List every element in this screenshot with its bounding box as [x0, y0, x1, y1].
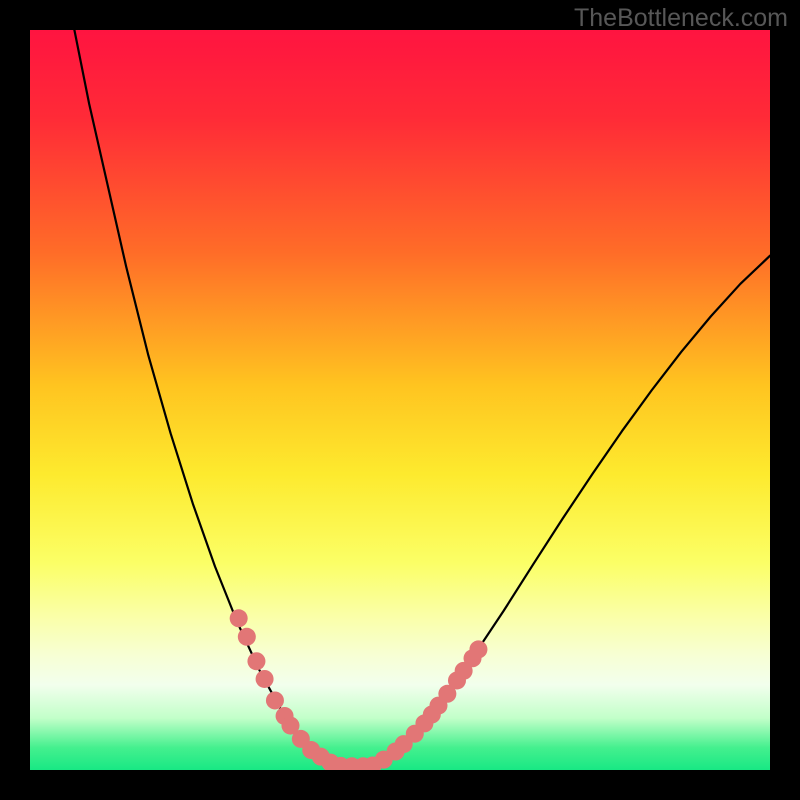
chart-viewport: [30, 30, 770, 770]
gradient-background: [30, 30, 770, 770]
watermark-text: TheBottleneck.com: [574, 4, 788, 33]
curve-marker: [469, 640, 487, 658]
curve-marker: [238, 628, 256, 646]
curve-marker: [247, 652, 265, 670]
curve-marker: [230, 609, 248, 627]
curve-marker: [256, 670, 274, 688]
bottleneck-curve-chart: [30, 30, 770, 770]
curve-marker: [266, 691, 284, 709]
